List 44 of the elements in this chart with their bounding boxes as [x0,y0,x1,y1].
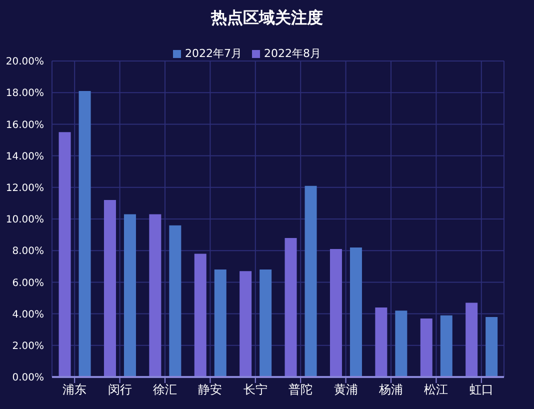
bar [104,200,116,377]
y-tick-label: 10.00% [6,214,44,226]
bar [58,132,71,377]
x-tick-label: 闵行 [108,382,132,397]
y-tick-label: 12.00% [6,182,44,194]
y-tick-label: 8.00% [12,246,44,258]
bar [214,270,226,377]
bar [78,91,91,377]
y-tick-label: 4.00% [12,309,44,320]
legend-label: 2022年8月 [264,47,321,60]
bar [194,254,206,377]
legend-label: 2022年7月 [185,47,242,60]
y-tick-label: 16.00% [6,120,44,131]
bar [304,186,317,377]
bar [395,310,408,377]
x-tick-label: 松江 [424,382,448,397]
y-tick-label: 2.00% [12,340,44,352]
x-tick-label: 长宁 [243,382,268,397]
bar [169,225,182,377]
bar [420,318,432,377]
x-tick-label: 徐汇 [153,382,177,397]
y-tick-label: 0.00% [12,372,44,384]
bar [149,214,162,377]
bar [486,316,498,377]
x-tick-label: 黄浦 [334,382,358,397]
bar [375,307,388,377]
x-tick-label: 浦东 [62,382,87,397]
y-tick-label: 6.00% [12,278,44,289]
chart-title: 热点区域关注度 [210,8,324,29]
y-tick-label: 18.00% [6,88,44,100]
bar [440,315,452,377]
bar [240,271,252,377]
y-tick-label: 14.00% [6,151,44,162]
bar [350,247,362,377]
bar [330,249,342,377]
x-tick-label: 普陀 [288,382,313,397]
x-tick-label: 虹口 [469,382,494,397]
bar [466,302,478,377]
bar [260,270,272,377]
bar [124,214,136,377]
x-tick-label: 杨浦 [378,382,403,397]
y-tick-label: 20.00% [6,56,44,68]
x-tick-label: 静安 [198,382,222,397]
bar [284,238,297,377]
